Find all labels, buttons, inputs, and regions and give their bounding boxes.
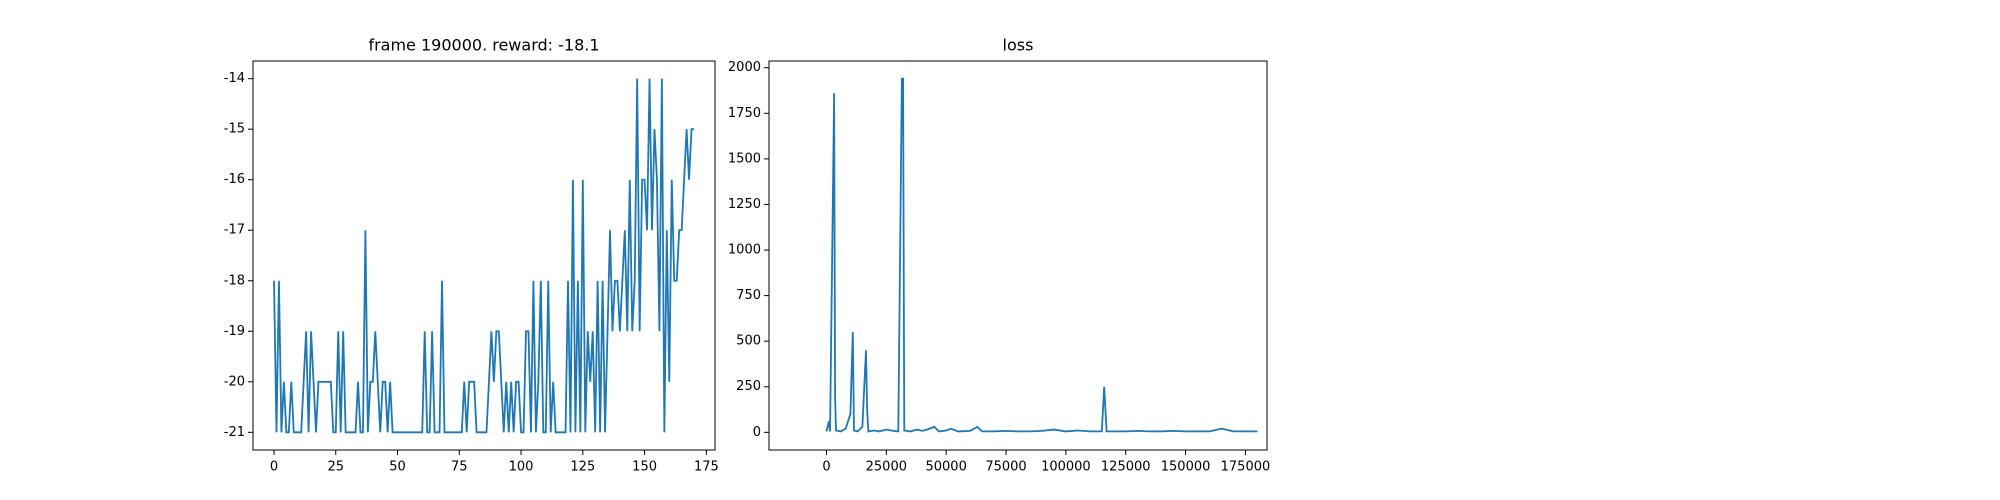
y-tick-label: 2000 [728,60,761,75]
y-tick-label: -16 [224,172,245,187]
y-tick-label: 1250 [728,197,761,212]
chart-title: loss [1003,36,1034,55]
x-tick-label: 50 [389,460,406,475]
y-tick-label: 0 [753,425,761,440]
line [825,77,1258,433]
y-tick-label: 250 [736,379,761,394]
x-tick-label: 100 [509,460,534,475]
y-tick-label: -20 [224,374,245,389]
x-tick-label: 175 [694,460,719,475]
y-tick-label: 750 [736,288,761,303]
x-tick-label: 75000 [985,460,1026,475]
y-tick-label: 1750 [728,106,761,121]
y-tick-label: -15 [224,122,245,137]
x-tick-label: 25 [327,460,344,475]
chart-title: frame 190000. reward: -18.1 [368,36,599,55]
x-tick-label: 150000 [1161,460,1211,475]
x-tick-label: 75 [451,460,468,475]
y-tick-label: -21 [224,425,245,440]
y-tick-label: 500 [736,334,761,349]
axes-frame [768,60,1268,451]
x-tick-label: 25000 [866,460,907,475]
y-tick-label: 1000 [728,243,761,258]
axes-frame [252,60,716,451]
x-tick-label: 100000 [1041,460,1091,475]
x-tick-label: 175000 [1221,460,1271,475]
y-tick-label: 1500 [728,151,761,166]
x-tick-label: 0 [270,460,278,475]
x-tick-label: 150 [632,460,657,475]
y-tick-label: -19 [224,324,245,339]
x-tick-label: 50000 [925,460,966,475]
y-tick-label: -17 [224,223,245,238]
line [273,78,694,434]
x-tick-label: 125 [570,460,595,475]
y-tick-label: -18 [224,273,245,288]
x-tick-label: 125000 [1101,460,1151,475]
y-tick-label: -14 [224,71,245,86]
x-tick-label: 0 [822,460,830,475]
